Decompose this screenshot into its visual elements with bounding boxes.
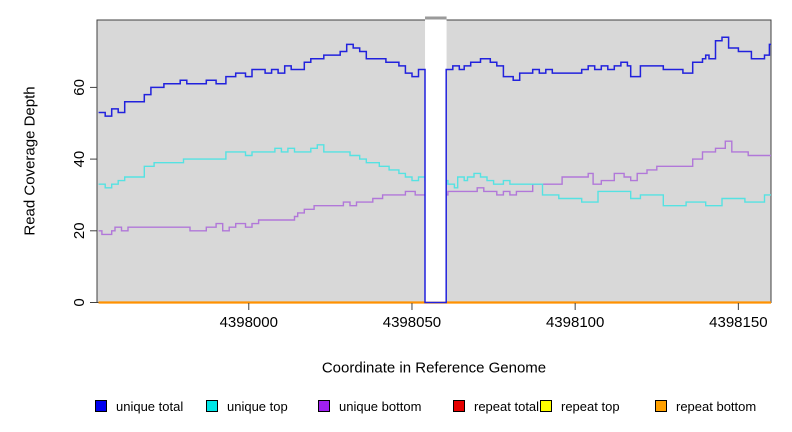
y-tick-label: 60: [71, 79, 88, 96]
legend-item-repeat-total: repeat total: [453, 396, 539, 416]
legend-label: repeat total: [474, 398, 540, 414]
legend-item-unique-bottom: unique bottom: [318, 396, 421, 416]
x-tick-label: 4398100: [546, 314, 604, 331]
x-axis-title: Coordinate in Reference Genome: [321, 359, 547, 377]
x-tick-label: 4398000: [220, 314, 278, 331]
legend-swatch: [453, 400, 465, 412]
legend-swatch: [318, 400, 330, 412]
series-unique-bottom: [98, 140, 771, 236]
legend-item-repeat-top: repeat top: [540, 396, 620, 416]
y-axis-title: Read Coverage Depth: [21, 86, 39, 236]
legend-item-unique-total: unique total: [95, 396, 183, 416]
legend-swatch: [95, 400, 107, 412]
legend-swatch: [540, 400, 552, 412]
legend-item-repeat-bottom: repeat bottom: [655, 396, 756, 416]
legend: unique total unique top unique bottom repea…: [0, 396, 792, 420]
series-unique-total: [98, 36, 771, 304]
legend-label: unique bottom: [339, 398, 422, 414]
x-tick-label: 4398050: [383, 314, 441, 331]
legend-item-unique-top: unique top: [206, 396, 288, 416]
gap-band: [425, 19, 447, 302]
legend-label: unique total: [116, 398, 184, 414]
gap-band-cap: [425, 16, 447, 20]
y-tick-label: 20: [71, 222, 88, 239]
y-tick-label: 0: [71, 298, 88, 306]
legend-swatch: [206, 400, 218, 412]
legend-swatch: [655, 400, 667, 412]
legend-label: repeat top: [561, 398, 620, 414]
legend-label: unique top: [227, 398, 288, 414]
legend-label: repeat bottom: [676, 398, 757, 414]
series-unique-top: [98, 144, 771, 207]
x-tick-label: 4398150: [709, 314, 767, 331]
y-tick-label: 40: [71, 151, 88, 168]
